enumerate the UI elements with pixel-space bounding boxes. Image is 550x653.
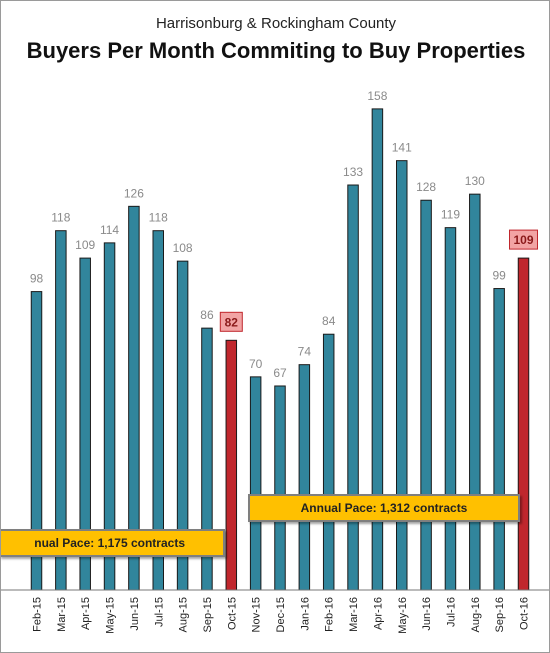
annual-pace-2016-box: Annual Pace: 1,312 contracts — [248, 494, 520, 522]
bar-sep-16 — [493, 288, 505, 591]
data-label-feb-16: 84 — [322, 314, 336, 328]
data-label-apr-15: 109 — [75, 238, 95, 252]
bar-oct-15 — [225, 339, 238, 591]
data-label-sep-15: 86 — [200, 308, 214, 322]
bar-oct-16 — [517, 257, 530, 591]
data-label-dec-15: 67 — [273, 366, 287, 380]
data-label-oct-16: 109 — [513, 233, 533, 247]
bar-aug-16 — [469, 193, 481, 591]
chart-title: Buyers Per Month Commiting to Buy Proper… — [26, 38, 526, 63]
bar-nov-15 — [249, 376, 262, 591]
bar-dec-15 — [274, 385, 286, 591]
data-label-jan-16: 74 — [298, 345, 312, 359]
data-label-mar-15: 118 — [51, 211, 70, 225]
x-tick-jan-16: Jan-16 — [299, 597, 311, 631]
data-label-jul-15: 118 — [149, 211, 168, 225]
data-label-jun-16: 128 — [416, 180, 436, 194]
data-label-aug-16: 130 — [465, 174, 485, 188]
x-tick-jul-15: Jul-15 — [153, 597, 165, 627]
x-tick-labels-group: Feb-15 Mar-15 Apr-15 May-15 Jun-15 Jul-15 Aug-… — [32, 597, 531, 634]
x-tick-oct-16: Oct-16 — [519, 597, 531, 630]
data-label-may-16: 141 — [392, 141, 412, 155]
x-tick-jun-15: Jun-15 — [129, 597, 141, 631]
data-label-feb-15: 98 — [30, 272, 44, 286]
data-label-may-15: 114 — [100, 223, 119, 237]
x-tick-feb-16: Feb-16 — [324, 597, 336, 632]
x-tick-aug-15: Aug-15 — [178, 597, 190, 632]
x-tick-may-15: May-15 — [105, 597, 117, 634]
x-tick-oct-15: Oct-15 — [226, 597, 238, 630]
x-tick-jun-16: Jun-16 — [421, 597, 433, 631]
bar-mar-16 — [347, 184, 359, 591]
data-label-oct-15: 82 — [225, 315, 239, 329]
x-tick-feb-15: Feb-15 — [32, 597, 44, 632]
x-tick-mar-15: Mar-15 — [56, 597, 68, 632]
bar-jul-16 — [444, 227, 457, 591]
bar-jun-16 — [420, 199, 432, 591]
bar-may-16 — [396, 160, 408, 591]
x-tick-apr-16: Apr-16 — [372, 597, 384, 630]
data-label-nov-15: 70 — [249, 357, 263, 371]
annual-pace-2015-box: nual Pace: 1,175 contracts — [1, 529, 225, 557]
data-label-aug-15: 108 — [173, 241, 193, 255]
data-label-mar-16: 133 — [343, 165, 363, 179]
x-tick-aug-16: Aug-16 — [470, 597, 482, 632]
bar-jan-16 — [298, 364, 311, 591]
data-label-box-oct-16 — [509, 229, 538, 250]
x-tick-jul-16: Jul-16 — [445, 597, 457, 627]
x-tick-dec-15: Dec-15 — [275, 597, 287, 632]
data-label-box-oct-15 — [219, 311, 243, 332]
x-tick-sep-15: Sep-15 — [202, 597, 214, 632]
x-tick-sep-16: Sep-16 — [494, 597, 506, 632]
bar-feb-16 — [322, 333, 335, 591]
data-label-sep-16: 99 — [492, 269, 506, 283]
data-label-jun-15: 126 — [124, 186, 144, 200]
annual-pace-2015-label: nual Pace: 1,175 contracts — [34, 536, 185, 550]
x-tick-apr-15: Apr-15 — [80, 597, 92, 630]
annual-pace-2016-label: Annual Pace: 1,312 contracts — [300, 501, 468, 515]
chart-subtitle: Harrisonburg & Rockingham County — [155, 15, 397, 32]
data-label-jul-16: 119 — [441, 208, 460, 222]
x-tick-nov-15: Nov-15 — [251, 597, 263, 632]
x-tick-may-16: May-16 — [397, 597, 409, 634]
data-labels-group: 98 118 109 114 126 118 108 86 82 70 67 74 84 133 158 14… — [30, 89, 538, 380]
data-label-apr-16: 158 — [367, 89, 387, 103]
x-tick-mar-16: Mar-16 — [348, 597, 360, 632]
